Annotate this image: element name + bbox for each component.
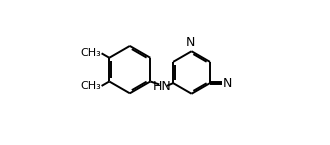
Text: N: N bbox=[186, 36, 195, 49]
Text: CH₃: CH₃ bbox=[80, 81, 101, 91]
Text: HN: HN bbox=[153, 80, 172, 93]
Text: N: N bbox=[223, 77, 232, 90]
Text: CH₃: CH₃ bbox=[80, 48, 101, 58]
